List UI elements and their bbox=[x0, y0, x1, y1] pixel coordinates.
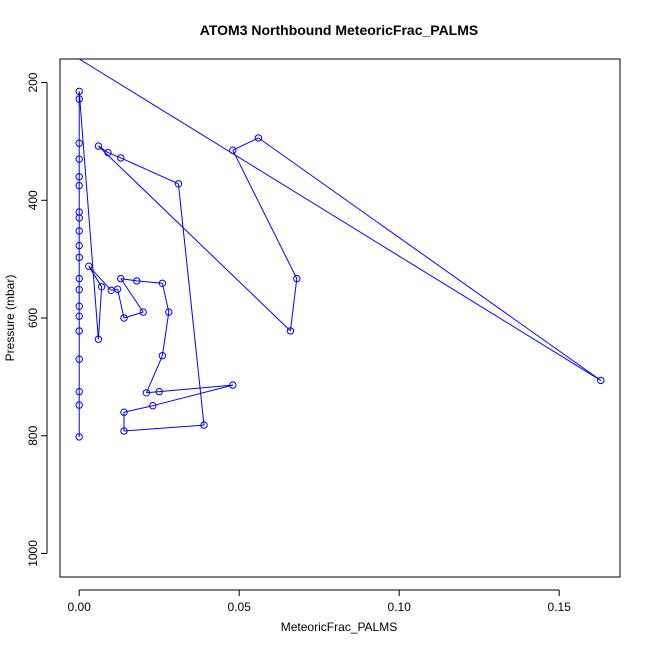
x-tick-label: 0.00 bbox=[68, 600, 92, 614]
series-segment bbox=[177, 183, 205, 426]
y-tick-label: 1000 bbox=[26, 540, 40, 567]
series-segment bbox=[145, 355, 163, 393]
data-point bbox=[75, 214, 83, 222]
data-point bbox=[229, 146, 237, 154]
data-point bbox=[597, 376, 605, 385]
data-point bbox=[286, 327, 295, 335]
data-point bbox=[149, 402, 157, 410]
plot-frame bbox=[59, 58, 621, 578]
series-segment bbox=[120, 278, 137, 282]
data-point bbox=[133, 277, 141, 285]
data-point bbox=[120, 408, 128, 416]
data-point bbox=[117, 274, 125, 283]
x-axis-label: MeteoricFrac_PALMS bbox=[281, 620, 397, 634]
series-segment bbox=[159, 384, 233, 393]
data-point bbox=[120, 314, 128, 322]
data-point bbox=[75, 312, 83, 320]
data-point bbox=[75, 241, 83, 250]
data-point bbox=[155, 387, 163, 396]
series-segment bbox=[88, 265, 103, 288]
data-point bbox=[75, 286, 83, 294]
series-segment bbox=[107, 152, 121, 159]
series-segment bbox=[78, 91, 99, 340]
data-point bbox=[104, 148, 112, 157]
series-segment bbox=[258, 137, 602, 381]
series-segment bbox=[97, 286, 103, 340]
series-segment bbox=[120, 278, 144, 313]
series-segment bbox=[88, 265, 112, 291]
series-segment bbox=[289, 278, 298, 331]
data-point bbox=[117, 154, 125, 162]
series-segment bbox=[117, 289, 125, 319]
data-point bbox=[113, 285, 122, 293]
series-segment bbox=[120, 157, 179, 185]
series-segment bbox=[161, 312, 170, 356]
series-segment bbox=[123, 424, 205, 432]
y-tick-label: 200 bbox=[26, 72, 40, 92]
data-point bbox=[174, 180, 183, 188]
data-point bbox=[293, 274, 301, 283]
data-point bbox=[142, 389, 151, 397]
data-point bbox=[158, 352, 167, 360]
y-tick-label: 400 bbox=[26, 190, 40, 210]
x-tick-label: 0.05 bbox=[228, 600, 252, 614]
series-segment bbox=[123, 405, 153, 413]
data-point bbox=[75, 253, 83, 262]
data-point bbox=[94, 142, 103, 150]
series-segment bbox=[98, 145, 291, 332]
data-point bbox=[158, 279, 167, 287]
data-point bbox=[97, 283, 106, 291]
x-tick-label: 0.10 bbox=[388, 600, 412, 614]
data-point bbox=[75, 433, 83, 441]
data-point bbox=[94, 335, 103, 343]
x-tick-label: 0.15 bbox=[548, 600, 572, 614]
data-point bbox=[75, 87, 83, 96]
series-segment bbox=[146, 391, 160, 394]
data-point bbox=[139, 308, 147, 316]
data-point bbox=[75, 387, 83, 396]
data-point bbox=[75, 173, 83, 181]
series-segment bbox=[78, 59, 602, 381]
chart-title: ATOM3 Northbound MeteoricFrac_PALMS bbox=[200, 22, 478, 38]
series-segment bbox=[232, 149, 298, 279]
data-point bbox=[75, 208, 83, 216]
series-segment bbox=[152, 384, 233, 407]
data-point bbox=[75, 327, 83, 335]
data-point bbox=[75, 181, 83, 190]
data-point bbox=[75, 227, 83, 235]
data-point bbox=[75, 95, 83, 103]
data-point bbox=[75, 355, 83, 363]
data-point bbox=[75, 401, 83, 409]
series-segment bbox=[136, 280, 163, 284]
data-point bbox=[85, 262, 93, 270]
data-point bbox=[200, 421, 208, 429]
series-segment bbox=[232, 137, 259, 151]
series-segment bbox=[161, 283, 170, 313]
y-axis-label: Pressure (mbar) bbox=[3, 275, 17, 362]
x-axis: 0.00 0.05 0.10 0.15 bbox=[68, 589, 572, 614]
data-point bbox=[120, 427, 128, 435]
data-point bbox=[254, 134, 263, 142]
y-axis: 200 400 600 800 1000 bbox=[26, 72, 48, 567]
data-point bbox=[75, 155, 83, 163]
data-point bbox=[75, 139, 83, 147]
data-point bbox=[75, 274, 83, 283]
y-tick-label: 800 bbox=[26, 425, 40, 445]
y-tick-label: 600 bbox=[26, 308, 40, 328]
data-point bbox=[75, 302, 83, 310]
data-point bbox=[229, 381, 237, 389]
data-point bbox=[165, 308, 173, 316]
